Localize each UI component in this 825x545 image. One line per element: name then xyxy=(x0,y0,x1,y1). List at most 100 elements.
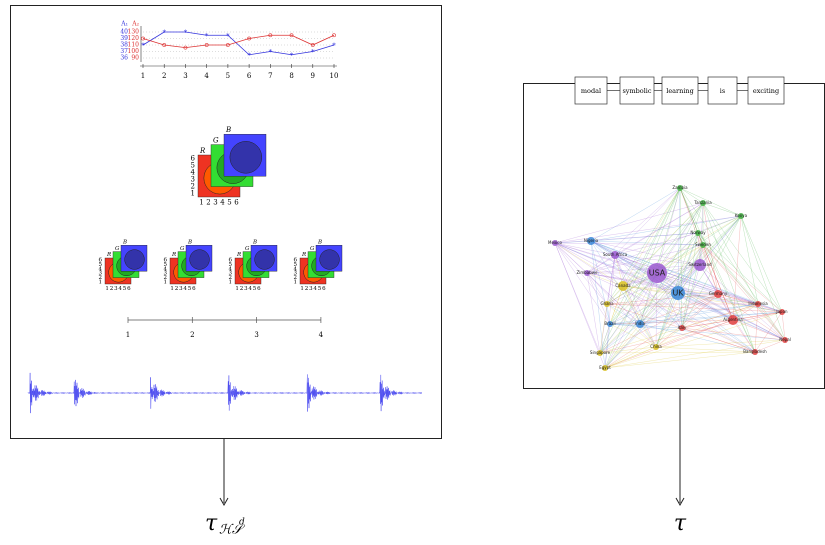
x-tick-label: 6 xyxy=(247,72,252,80)
channel-label: R xyxy=(106,252,111,258)
tick-label: 6 xyxy=(99,258,103,264)
node-label: Bangladesh xyxy=(743,349,767,354)
node-label: Zambia xyxy=(672,185,688,190)
timeline-label: 4 xyxy=(319,331,324,339)
point-marker: * xyxy=(311,49,315,57)
node-label: Brazil xyxy=(604,321,615,326)
channel-label: G xyxy=(115,246,120,252)
x-tick-label: 8 xyxy=(289,72,293,80)
tick-label: 1 xyxy=(235,286,239,292)
point-marker: * xyxy=(226,32,230,40)
channel-label: R xyxy=(199,147,206,155)
node-label: Switzerland xyxy=(688,262,712,267)
legend-label: A₂ xyxy=(131,21,139,28)
word-label: learning xyxy=(666,87,694,95)
channel-label: G xyxy=(180,246,185,252)
y2-tick-label: 100 xyxy=(128,48,140,55)
tick-label: 6 xyxy=(257,286,261,292)
timeline-label: 1 xyxy=(126,331,130,339)
channel-label: B xyxy=(225,126,231,134)
node-label: Italy xyxy=(678,325,687,330)
node-label: Nigeria xyxy=(584,238,599,243)
tick-label: 6 xyxy=(234,199,239,207)
tick-label: 4 xyxy=(220,199,225,207)
tick-label: 6 xyxy=(127,286,131,292)
tick-label: 2 xyxy=(175,286,179,292)
image-content xyxy=(230,141,262,173)
tick-label: 2 xyxy=(110,286,114,292)
y2-tick-label: 110 xyxy=(128,42,140,49)
x-tick-label: 5 xyxy=(226,72,230,80)
point-marker: * xyxy=(162,29,166,37)
x-tick-label: 10 xyxy=(330,72,339,80)
channel-label: R xyxy=(171,252,176,258)
right-panel xyxy=(524,84,825,389)
tick-label: 6 xyxy=(191,155,196,163)
tick-label: 4 xyxy=(191,169,196,177)
tick-label: 1 xyxy=(191,190,195,198)
tick-label: 1 xyxy=(300,286,304,292)
word-label: exciting xyxy=(753,87,779,95)
image-content xyxy=(320,250,340,270)
channel-label: G xyxy=(310,246,315,252)
node-label: Sweden xyxy=(695,242,711,247)
tick-label: 3 xyxy=(191,176,195,184)
node-label: Nepal xyxy=(779,337,791,342)
tick-label: 6 xyxy=(294,258,298,264)
node-label: Canada xyxy=(615,283,631,288)
tick-label: 6 xyxy=(164,258,168,264)
tau-symbol: τ xyxy=(674,511,687,536)
x-tick-label: 4 xyxy=(204,72,209,80)
channel-label: B xyxy=(317,239,322,245)
node-label: Egypt xyxy=(599,365,611,370)
point-marker: * xyxy=(205,32,209,40)
tick-label: 1 xyxy=(170,286,174,292)
node-label: India xyxy=(635,321,645,326)
image-content xyxy=(255,250,275,270)
word-label: symbolic xyxy=(622,87,651,95)
channel-label: G xyxy=(245,246,250,252)
node-label: Singapore xyxy=(590,350,611,355)
tick-label: 2 xyxy=(191,183,195,191)
tau-superscript: d xyxy=(239,518,245,528)
tick-label: 6 xyxy=(192,286,196,292)
tick-label: 1 xyxy=(105,286,109,292)
node-label: Mexico xyxy=(548,240,563,245)
tick-label: 2 xyxy=(206,199,210,207)
y2-tick-label: 130 xyxy=(128,29,140,36)
point-marker: * xyxy=(184,29,188,37)
point-marker: * xyxy=(332,42,336,50)
node-label: Germany xyxy=(709,291,728,296)
node-label: Ghana xyxy=(600,301,614,306)
node-label: Argentina xyxy=(723,317,743,322)
x-tick-label: 3 xyxy=(183,72,187,80)
tick-label: 5 xyxy=(191,162,195,170)
channel-label: B xyxy=(122,239,127,245)
figure: τ ℋ𝒮 d τ 363738394090100110120130A₁A₂123… xyxy=(0,0,825,541)
y2-tick-label: 90 xyxy=(131,55,139,62)
timeline-label: 2 xyxy=(190,331,194,339)
image-content xyxy=(125,250,145,270)
point-marker: * xyxy=(269,49,273,57)
node-label: Kenya xyxy=(735,213,748,218)
point-marker: * xyxy=(141,42,145,50)
point-marker: * xyxy=(290,52,294,60)
node-label: China xyxy=(650,344,662,349)
y-tick-label: 36 xyxy=(120,55,128,62)
tick-label: 6 xyxy=(322,286,326,292)
channel-label: B xyxy=(187,239,192,245)
point-marker: * xyxy=(247,52,251,60)
node-label: Zimbabwe xyxy=(576,270,598,275)
legend-label: A₁ xyxy=(120,21,128,28)
tick-label: 3 xyxy=(213,199,217,207)
tick-label: 2 xyxy=(305,286,309,292)
channel-label: G xyxy=(213,136,219,144)
tick-label: 2 xyxy=(240,286,244,292)
tau-symbol: τ xyxy=(205,511,218,536)
x-tick-label: 7 xyxy=(268,72,272,80)
node-label: Tanzania xyxy=(693,200,712,205)
channel-label: R xyxy=(301,252,306,258)
left-panel xyxy=(11,6,442,439)
node-label: Norway xyxy=(690,230,706,235)
tick-label: 6 xyxy=(229,258,233,264)
